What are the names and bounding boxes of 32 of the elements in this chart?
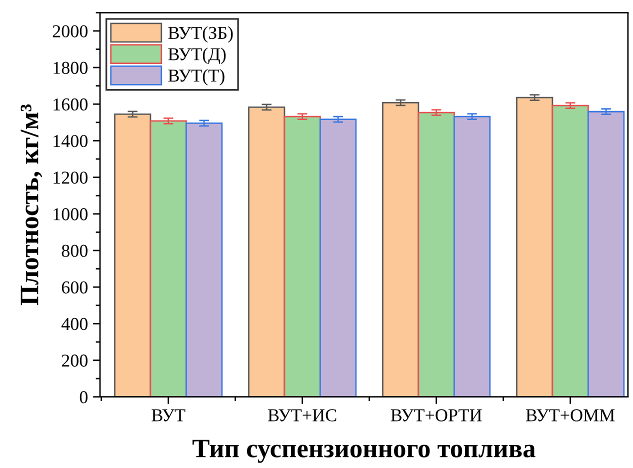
y-tick-label: 1400 bbox=[54, 134, 88, 148]
y-tick-label: 400 bbox=[61, 318, 88, 330]
y-tick-label: 200 bbox=[62, 354, 88, 367]
bar bbox=[248, 106, 286, 397]
y-tick-label: 1600 bbox=[54, 98, 88, 111]
x-tick-label: ВУТ bbox=[152, 409, 186, 422]
y-tick-label: 1000 bbox=[54, 208, 88, 220]
y-tick-label: 1200 bbox=[54, 172, 88, 184]
y-axis-title: Плотность, кг/м³ bbox=[20, 104, 42, 306]
bar bbox=[418, 112, 455, 397]
bar bbox=[114, 113, 152, 397]
x-tick-label: ВУТ+ОММ bbox=[526, 409, 615, 422]
bar bbox=[587, 110, 625, 397]
bar bbox=[382, 102, 420, 397]
y-tick-label: 2000 bbox=[52, 25, 88, 38]
legend-label: ВУТ(Т) bbox=[168, 69, 224, 86]
y-tick-label: 1800 bbox=[54, 62, 88, 74]
bar bbox=[454, 116, 491, 397]
x-axis-title: Тип суспензионного топлива bbox=[192, 440, 536, 463]
x-tick-label: ВУТ+ОРТИ bbox=[390, 409, 482, 422]
bar bbox=[150, 120, 187, 397]
y-tick-label: 800 bbox=[62, 244, 88, 257]
bar bbox=[186, 122, 223, 397]
y-tick-label: 600 bbox=[62, 281, 88, 294]
legend-label: ВУТ(ЗБ) bbox=[168, 26, 233, 43]
bar bbox=[284, 116, 321, 397]
x-tick-label: ВУТ+ИС bbox=[268, 409, 336, 422]
y-tick-label: 0 bbox=[80, 391, 88, 404]
bar bbox=[552, 104, 589, 397]
bar bbox=[516, 96, 554, 397]
legend-label: ВУТ(Д) bbox=[168, 48, 226, 64]
bar bbox=[320, 118, 357, 397]
